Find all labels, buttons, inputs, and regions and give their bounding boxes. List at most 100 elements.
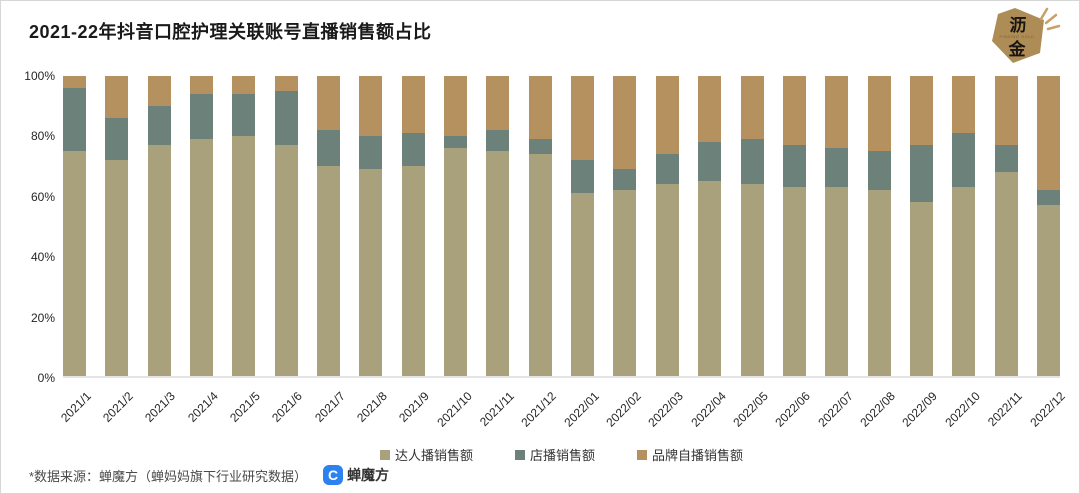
bar-2022-06 [782,76,806,376]
segment-brand [274,76,298,91]
segment-brand [994,76,1018,145]
x-tick-label: 2021/7 [311,389,348,425]
bar-2022-02 [613,76,637,376]
segment-store [994,145,1018,172]
x-tick-label: 2022/01 [560,389,602,430]
segment-store [401,133,425,166]
legend-swatch-talent-icon [379,449,390,460]
segment-brand [698,76,722,142]
bar-2021-4 [190,76,214,376]
bar-2022-10 [952,76,976,376]
segment-store [63,88,86,151]
x-tick-label: 2021/6 [269,389,306,425]
segment-talent [317,166,341,376]
segment-store [528,139,552,154]
segment-store [1036,190,1060,205]
bar-2022-01 [571,76,595,376]
segment-talent [444,148,468,376]
x-tick-label: 2021/10 [433,389,475,430]
bar-2021-6 [274,76,298,376]
bar-2022-05 [740,76,764,376]
x-tick-label: 2021/3 [142,389,179,425]
segment-store [444,136,468,148]
segment-talent [486,151,510,376]
legend-swatch-store-icon [514,449,525,460]
segment-talent [698,181,722,376]
segment-brand [359,76,383,136]
chanmofang-logo: C 蝉魔方 [323,465,389,485]
x-tick-label: 2022/09 [899,389,941,430]
segment-brand [613,76,637,169]
ligin-brand-logo: 沥 FINDING GOLD 金 [987,5,1065,67]
gold-nugget-icon: 沥 FINDING GOLD 金 [992,7,1061,63]
segment-brand [63,76,86,88]
segment-brand [147,76,171,106]
x-tick-label: 2022/05 [730,389,771,430]
svg-text:沥: 沥 [1010,16,1027,35]
x-tick-label: 2022/04 [688,389,729,430]
bar-2021-12 [528,76,552,376]
segment-talent [105,160,129,376]
legend-label-talent: 达人播销售额 [394,448,473,463]
segment-store [952,133,976,187]
bars-container [63,76,1060,376]
x-tick-label: 2021/11 [476,389,517,429]
svg-text:金: 金 [1008,39,1027,59]
bar-2022-07 [825,76,849,376]
page-title: 2021-22年抖音口腔护理关联账号直播销售额占比 [29,22,432,42]
chart-legend: 达人播销售额 店播销售额 品牌自播销售额 [63,445,1060,464]
legend-swatch-brand-icon [637,449,647,460]
segment-talent [1036,205,1060,376]
segment-brand [401,76,425,133]
segment-store [190,94,214,139]
y-tick-label: 80% [30,129,55,144]
bar-2021-1 [63,76,86,376]
x-tick-label: 2022/07 [815,389,856,430]
segment-talent [655,184,679,376]
x-tick-label: 2022/03 [645,389,687,430]
bar-2022-11 [994,76,1018,376]
segment-talent [909,202,933,376]
segment-store [317,130,341,166]
legend-item-store: 店播销售额 [514,445,595,464]
y-tick-label: 20% [30,310,55,325]
segment-brand [867,76,891,151]
x-tick-label: 2021/4 [184,389,221,425]
segment-brand [1036,76,1060,190]
x-axis: 2021/1 2021/2 2021/3 2021/4 2021/5 2021/6 2021… [58,381,1068,433]
x-tick-label: 2022/02 [603,389,644,430]
x-tick-label: 2022/08 [857,389,898,430]
segment-brand [571,76,595,160]
chanmofang-c-icon: C [323,465,344,485]
segment-store [105,118,129,160]
segment-brand [952,76,976,133]
segment-store [359,136,383,169]
bar-2021-9 [401,76,425,376]
x-tick-label: 2021/9 [396,389,433,425]
segment-talent [994,172,1018,376]
x-tick-label: 2022/11 [985,389,1026,429]
segment-talent [190,139,214,376]
bar-2021-8 [359,76,383,376]
segment-talent [571,193,595,376]
segment-brand [317,76,341,130]
segment-store [698,142,722,181]
chanmofang-logo-text: 蝉魔方 [347,467,390,483]
y-tick-label: 40% [30,250,55,265]
segment-talent [825,187,849,376]
stacked-bar-chart [63,76,1060,378]
y-tick-label: 0% [37,371,55,385]
x-tick-label: 2021/8 [353,389,390,425]
x-tick-label: 2021/5 [226,389,263,425]
segment-talent [147,145,171,376]
bar-2022-12 [1036,76,1060,376]
segment-brand [444,76,468,136]
segment-store [655,154,679,184]
legend-item-brand: 品牌自播销售额 [637,445,743,464]
segment-talent [401,166,425,376]
data-source-note: *数据来源：蝉魔方（蝉妈妈旗下行业研究数据） [29,468,308,484]
bar-2022-09 [909,76,933,376]
segment-talent [63,151,86,376]
segment-talent [782,187,806,376]
bar-2021-5 [232,76,256,376]
